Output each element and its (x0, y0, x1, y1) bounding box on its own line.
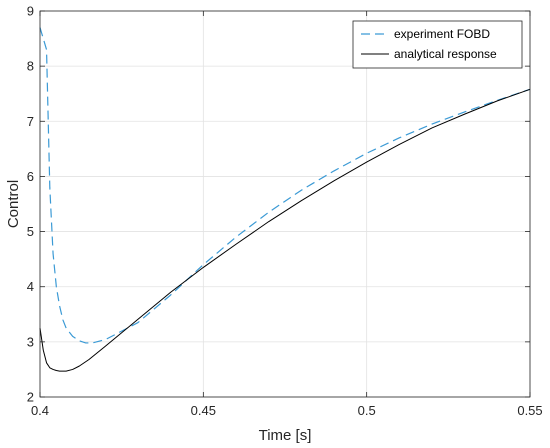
y-tick-label: 4 (27, 279, 34, 294)
x-tick-label: 0.55 (517, 403, 542, 418)
series-experiment-fobd-line (39, 27, 531, 344)
x-tick-label: 0.45 (191, 403, 216, 418)
legend-box (352, 20, 523, 69)
legend-label-analytical: analytical response (394, 47, 497, 61)
y-tick-label: 9 (27, 4, 34, 19)
y-tick-label: 6 (27, 169, 34, 184)
y-tick-label: 2 (27, 390, 34, 405)
y-tick-label: 7 (27, 114, 34, 129)
x-tick-label: 0.5 (358, 403, 376, 418)
y-axis-label: Control (5, 180, 22, 228)
axes-box (39, 10, 531, 398)
x-axis-label: Time [s] (259, 427, 312, 444)
legend-label-experiment: experiment FOBD (394, 27, 490, 41)
x-tick-label: 0.4 (31, 403, 49, 418)
axis-ticks (39, 10, 531, 398)
tick-labels: 0.4 0.45 0.5 0.55 2 3 4 5 6 7 8 9 (27, 4, 543, 419)
y-tick-label: 5 (27, 224, 34, 239)
series-layer (39, 27, 531, 372)
legend: experiment FOBD analytical response (352, 20, 523, 69)
series-analytical-response-line (39, 88, 531, 372)
y-tick-label: 3 (27, 334, 34, 349)
y-tick-label: 8 (27, 59, 34, 74)
